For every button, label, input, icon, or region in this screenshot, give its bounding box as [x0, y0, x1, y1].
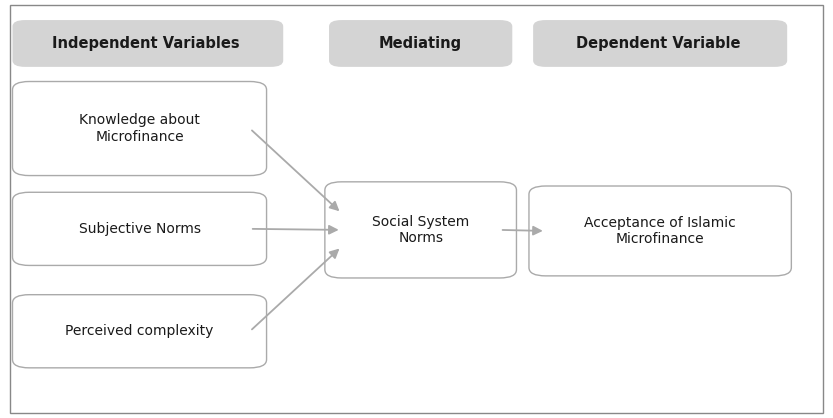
FancyBboxPatch shape — [12, 20, 283, 67]
FancyBboxPatch shape — [12, 192, 267, 265]
FancyBboxPatch shape — [533, 20, 787, 67]
FancyBboxPatch shape — [329, 20, 512, 67]
Text: Dependent Variable: Dependent Variable — [576, 36, 741, 51]
FancyBboxPatch shape — [10, 5, 823, 413]
Text: Social System
Norms: Social System Norms — [372, 215, 469, 245]
Text: Knowledge about
Microfinance: Knowledge about Microfinance — [79, 113, 200, 144]
Text: Independent Variables: Independent Variables — [52, 36, 240, 51]
FancyBboxPatch shape — [325, 182, 516, 278]
FancyBboxPatch shape — [529, 186, 791, 276]
FancyBboxPatch shape — [12, 295, 267, 368]
Text: Mediating: Mediating — [379, 36, 462, 51]
Text: Perceived complexity: Perceived complexity — [65, 324, 214, 338]
Text: Acceptance of Islamic
Microfinance: Acceptance of Islamic Microfinance — [584, 216, 736, 246]
Text: Subjective Norms: Subjective Norms — [78, 222, 201, 236]
FancyBboxPatch shape — [12, 82, 267, 176]
